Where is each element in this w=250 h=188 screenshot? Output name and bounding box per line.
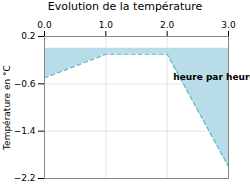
svg-text:0.2: 0.2 xyxy=(21,31,35,41)
svg-text:3.0: 3.0 xyxy=(221,20,236,30)
svg-text:−1.4: −1.4 xyxy=(14,126,36,136)
svg-text:1.0: 1.0 xyxy=(99,20,114,30)
html-text:Evolution de la température: Evolution de la température xyxy=(47,0,203,13)
svg-text:−0.6: −0.6 xyxy=(14,79,36,89)
svg-text:Température en °C: Température en °C xyxy=(2,65,12,151)
svg-text:heure par heure: heure par heure xyxy=(173,72,250,82)
svg-text:−2.2: −2.2 xyxy=(14,173,36,183)
svg-text:0.0: 0.0 xyxy=(37,20,52,30)
svg-text:2.0: 2.0 xyxy=(160,20,175,30)
